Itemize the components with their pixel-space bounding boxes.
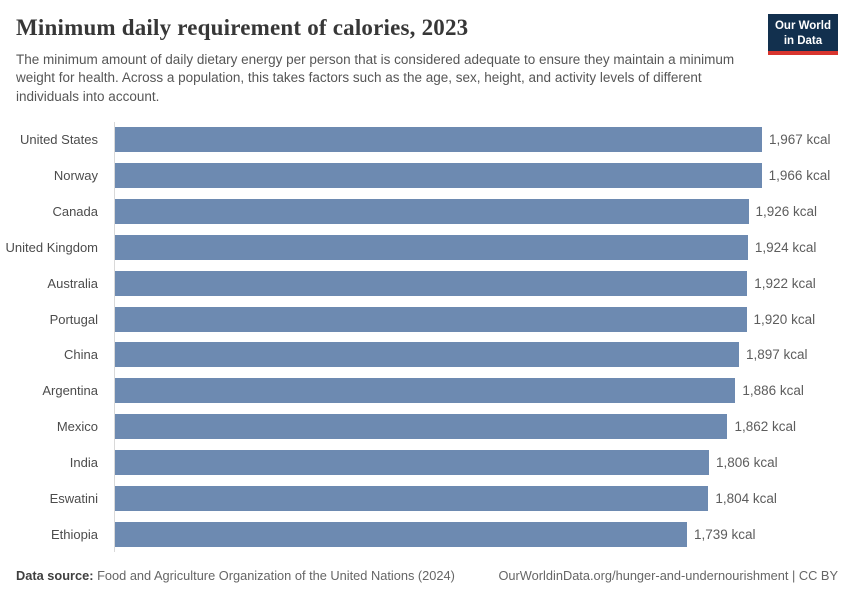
country-label[interactable]: Canada xyxy=(52,204,98,220)
value-label: 1,920 kcal xyxy=(753,311,816,327)
value-label: 1,926 kcal xyxy=(755,204,818,220)
data-source-text: Food and Agriculture Organization of the… xyxy=(97,568,455,583)
value-label: 1,924 kcal xyxy=(754,239,817,255)
bar-row: United States 1,967 kcal xyxy=(0,122,850,158)
license-link[interactable]: OurWorldinData.org/hunger-and-undernouri… xyxy=(498,568,838,583)
country-label[interactable]: Mexico xyxy=(56,419,98,435)
bar[interactable] xyxy=(115,521,687,547)
country-label[interactable]: United Kingdom xyxy=(5,239,99,255)
owid-logo-line1: Our World xyxy=(774,20,831,32)
value-label: 1,862 kcal xyxy=(734,419,796,435)
value-label: 1,886 kcal xyxy=(742,383,804,399)
bar-row: Canada 1,926 kcal xyxy=(0,194,850,230)
country-label[interactable]: Portugal xyxy=(49,311,98,327)
value-label: 1,739 kcal xyxy=(694,526,756,542)
data-source: Data source: Food and Agriculture Organi… xyxy=(16,568,455,583)
bar-row: China 1,897 kcal xyxy=(0,337,850,373)
bar-track: 1,739 kcal xyxy=(115,521,762,547)
country-label[interactable]: United States xyxy=(19,132,98,148)
bar-row: Argentina 1,886 kcal xyxy=(0,373,850,409)
page-title: Minimum daily requirement of calories, 2… xyxy=(16,15,469,40)
bar-rows: United States 1,967 kcal Norway 1,966 kcal C… xyxy=(0,122,850,552)
bar-track: 1,967 kcal xyxy=(115,127,831,153)
chart-subtitle: The minimum amount of daily dietary ener… xyxy=(16,52,735,104)
owid-logo[interactable]: Our World in Data xyxy=(767,14,838,56)
bar-row: Australia 1,922 kcal xyxy=(0,265,850,301)
bar[interactable] xyxy=(115,163,762,189)
country-label[interactable]: Argentina xyxy=(42,383,98,399)
bar-track: 1,897 kcal xyxy=(115,342,808,368)
bar-row: Portugal 1,920 kcal xyxy=(0,301,850,337)
value-label: 1,806 kcal xyxy=(716,454,778,470)
value-label: 1,967 kcal xyxy=(769,132,831,148)
chart-footer: Data source: Food and Agriculture Organi… xyxy=(16,568,838,583)
bar[interactable] xyxy=(115,342,739,368)
bar-row: United Kingdom 1,924 kcal xyxy=(0,229,850,265)
bar-row: Mexico 1,862 kcal xyxy=(0,409,850,445)
country-label[interactable]: Australia xyxy=(47,275,98,291)
bar[interactable] xyxy=(115,378,736,404)
bar[interactable] xyxy=(115,270,748,296)
data-source-label: Data source: xyxy=(16,568,94,583)
value-label: 1,922 kcal xyxy=(754,275,816,291)
bar-chart: United States 1,967 kcal Norway 1,966 kcal C… xyxy=(0,122,850,552)
country-label[interactable]: Norway xyxy=(53,168,98,184)
bar-row: India 1,806 kcal xyxy=(0,444,850,480)
bar-track: 1,862 kcal xyxy=(115,414,796,440)
bar-track: 1,806 kcal xyxy=(115,449,778,475)
bar-track: 1,922 kcal xyxy=(115,270,816,296)
bar[interactable] xyxy=(115,234,748,260)
bar-row: Norway 1,966 kcal xyxy=(0,158,850,194)
bar-row: Eswatini 1,804 kcal xyxy=(0,480,850,516)
bar[interactable] xyxy=(115,485,709,511)
y-axis-line xyxy=(114,122,115,552)
bar[interactable] xyxy=(115,127,762,153)
country-label[interactable]: India xyxy=(69,454,98,470)
country-label[interactable]: Ethiopia xyxy=(51,526,98,542)
bar-track: 1,924 kcal xyxy=(115,234,816,260)
bar-track: 1,920 kcal xyxy=(115,306,815,332)
value-label: 1,804 kcal xyxy=(715,490,777,506)
country-label[interactable]: China xyxy=(64,347,98,363)
bar[interactable] xyxy=(115,414,728,440)
value-label: 1,897 kcal xyxy=(745,347,808,363)
bar-row: Ethiopia 1,739 kcal xyxy=(0,516,850,552)
bar-track: 1,926 kcal xyxy=(115,199,817,225)
bar[interactable] xyxy=(115,449,710,475)
bar[interactable] xyxy=(115,199,749,225)
bar-track: 1,886 kcal xyxy=(115,378,804,404)
bar[interactable] xyxy=(115,306,747,332)
value-label: 1,966 kcal xyxy=(768,168,831,184)
bar-track: 1,804 kcal xyxy=(115,485,777,511)
owid-logo-line2: in Data xyxy=(783,34,823,47)
bar-track: 1,966 kcal xyxy=(115,163,830,189)
country-label[interactable]: Eswatini xyxy=(49,490,98,506)
